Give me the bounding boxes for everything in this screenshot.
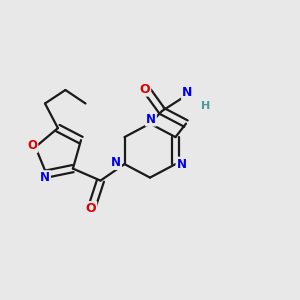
- Text: N: N: [146, 112, 156, 126]
- Text: H: H: [201, 100, 210, 111]
- Text: N: N: [111, 156, 121, 169]
- Text: O: O: [140, 82, 150, 96]
- Text: O: O: [85, 202, 96, 215]
- Text: N: N: [40, 171, 50, 184]
- Text: N: N: [182, 86, 192, 100]
- Text: O: O: [27, 139, 38, 152]
- Text: N: N: [176, 158, 187, 171]
